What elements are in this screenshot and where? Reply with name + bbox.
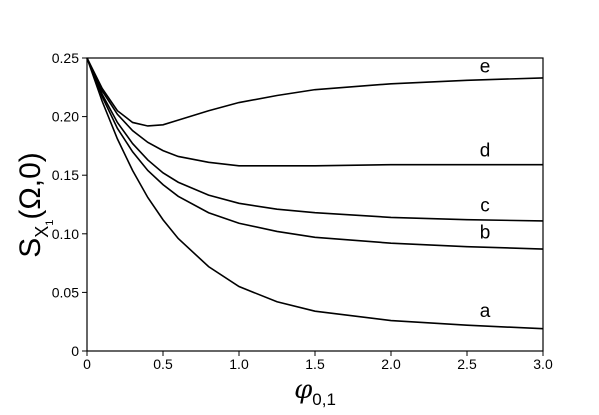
y-label-rest: (Ω,0) bbox=[14, 152, 47, 219]
x-tick-label: 2.5 bbox=[457, 356, 477, 372]
y-label-sub: X bbox=[32, 226, 52, 238]
line bbox=[86, 57, 544, 330]
curve-label: b bbox=[480, 223, 491, 244]
x-tick-label: 3.0 bbox=[533, 356, 553, 372]
line bbox=[86, 57, 544, 250]
x-tick-label: 2.0 bbox=[381, 356, 401, 372]
x-label-sub: 0,1 bbox=[312, 390, 336, 409]
x-label-main: φ bbox=[294, 375, 313, 405]
line bbox=[86, 57, 543, 167]
curve-label: e bbox=[480, 56, 491, 77]
y-tick-label: 0.15 bbox=[52, 167, 79, 183]
y-tick-label: 0.05 bbox=[52, 284, 79, 300]
y-tick-label: 0 bbox=[71, 343, 79, 359]
plot-frame bbox=[86, 57, 544, 352]
line bbox=[86, 57, 544, 127]
x-tick-label: 0 bbox=[83, 356, 91, 372]
y-tick-label: 0.20 bbox=[52, 109, 79, 125]
curve-label: d bbox=[480, 141, 491, 162]
curve-label: a bbox=[480, 301, 491, 322]
x-tick-label: 0.5 bbox=[153, 356, 173, 372]
y-tick-label: 0.25 bbox=[52, 50, 79, 66]
x-axis-label: φ0,1 bbox=[294, 375, 336, 409]
y-tick-label: 0.10 bbox=[52, 226, 79, 242]
y-axis-label: SX1(Ω,0) bbox=[14, 152, 56, 258]
y-label-main: S bbox=[14, 238, 47, 258]
curve-label: c bbox=[480, 196, 490, 217]
x-tick-label: 1.0 bbox=[229, 356, 249, 372]
x-tick-label: 1.5 bbox=[305, 356, 325, 372]
line bbox=[86, 57, 544, 222]
y-label-subsub: 1 bbox=[44, 220, 56, 226]
